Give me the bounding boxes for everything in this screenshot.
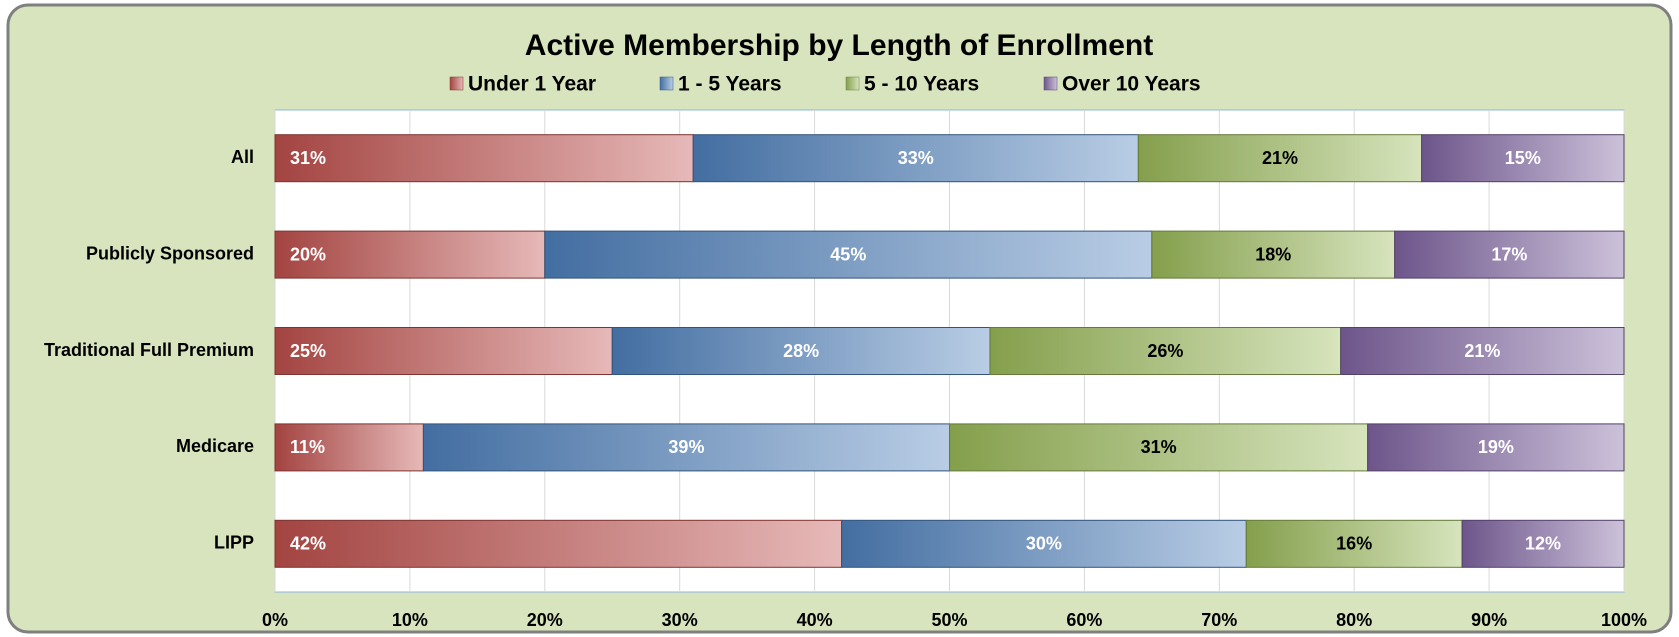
x-tick-label: 70% — [1201, 610, 1237, 630]
data-label: 11% — [290, 437, 325, 457]
bar-segment — [989, 327, 1342, 375]
y-tick-label: All — [231, 147, 254, 167]
x-tick-label: 80% — [1336, 610, 1372, 630]
data-label: 31% — [1141, 437, 1177, 457]
legend-marker — [449, 76, 464, 91]
bar-segment — [1461, 519, 1625, 568]
data-label: 16% — [1336, 534, 1372, 554]
y-tick-label: LIPP — [214, 533, 254, 553]
bar-segment — [611, 327, 991, 375]
bar-segment — [1137, 134, 1423, 183]
data-label: 30% — [1026, 534, 1062, 554]
data-label: 21% — [1464, 341, 1500, 361]
legend-label: Under 1 Year — [468, 73, 596, 96]
bar-segment — [1151, 230, 1396, 279]
bar-segment — [422, 423, 950, 472]
bar-segment — [544, 230, 1153, 279]
legend-marker — [659, 76, 674, 91]
x-tick-label: 100% — [1601, 610, 1647, 630]
y-tick-label: Traditional Full Premium — [44, 340, 254, 360]
data-label: 42% — [290, 534, 326, 554]
data-label: 20% — [290, 244, 326, 264]
data-label: 18% — [1255, 244, 1291, 264]
bar-segment — [1421, 134, 1625, 183]
x-tick-label: 0% — [262, 610, 288, 630]
x-tick-label: 50% — [931, 610, 967, 630]
bar-segment — [1245, 519, 1463, 568]
y-tick-label: Publicly Sponsored — [86, 243, 254, 263]
data-label: 12% — [1525, 534, 1561, 554]
x-tick-label: 10% — [392, 610, 428, 630]
legend-label: Over 10 Years — [1062, 73, 1201, 96]
x-tick-label: 30% — [662, 610, 698, 630]
legend-label: 5 - 10 Years — [864, 73, 979, 96]
data-label: 19% — [1478, 437, 1514, 457]
bar-segment — [274, 519, 843, 568]
x-tick-label: 20% — [527, 610, 563, 630]
bar-segment — [841, 519, 1247, 568]
bar-segment — [949, 423, 1369, 472]
data-label: 45% — [830, 244, 866, 264]
data-label: 21% — [1262, 148, 1298, 168]
data-label: 39% — [668, 437, 704, 457]
data-label: 33% — [898, 148, 934, 168]
chart-title: Active Membership by Length of Enrollmen… — [525, 29, 1153, 62]
bar-segment — [274, 134, 694, 183]
bar-segment — [274, 327, 613, 375]
data-label: 17% — [1491, 244, 1527, 264]
legend-marker — [1043, 76, 1058, 91]
bar-segment — [274, 230, 546, 279]
x-tick-label: 90% — [1471, 610, 1507, 630]
x-tick-label: 60% — [1066, 610, 1102, 630]
data-label: 15% — [1505, 148, 1541, 168]
data-label: 25% — [290, 341, 326, 361]
bar-segment — [1394, 230, 1625, 279]
bar-segment — [1340, 327, 1625, 375]
y-tick-label: Medicare — [176, 436, 254, 456]
data-label: 28% — [783, 341, 819, 361]
data-label: 26% — [1147, 341, 1183, 361]
legend-label: 1 - 5 Years — [678, 73, 782, 96]
x-tick-label: 40% — [797, 610, 833, 630]
bar-segment — [1367, 423, 1625, 472]
legend-marker — [845, 76, 860, 91]
data-label: 31% — [290, 148, 326, 168]
bar-segment — [274, 423, 424, 472]
